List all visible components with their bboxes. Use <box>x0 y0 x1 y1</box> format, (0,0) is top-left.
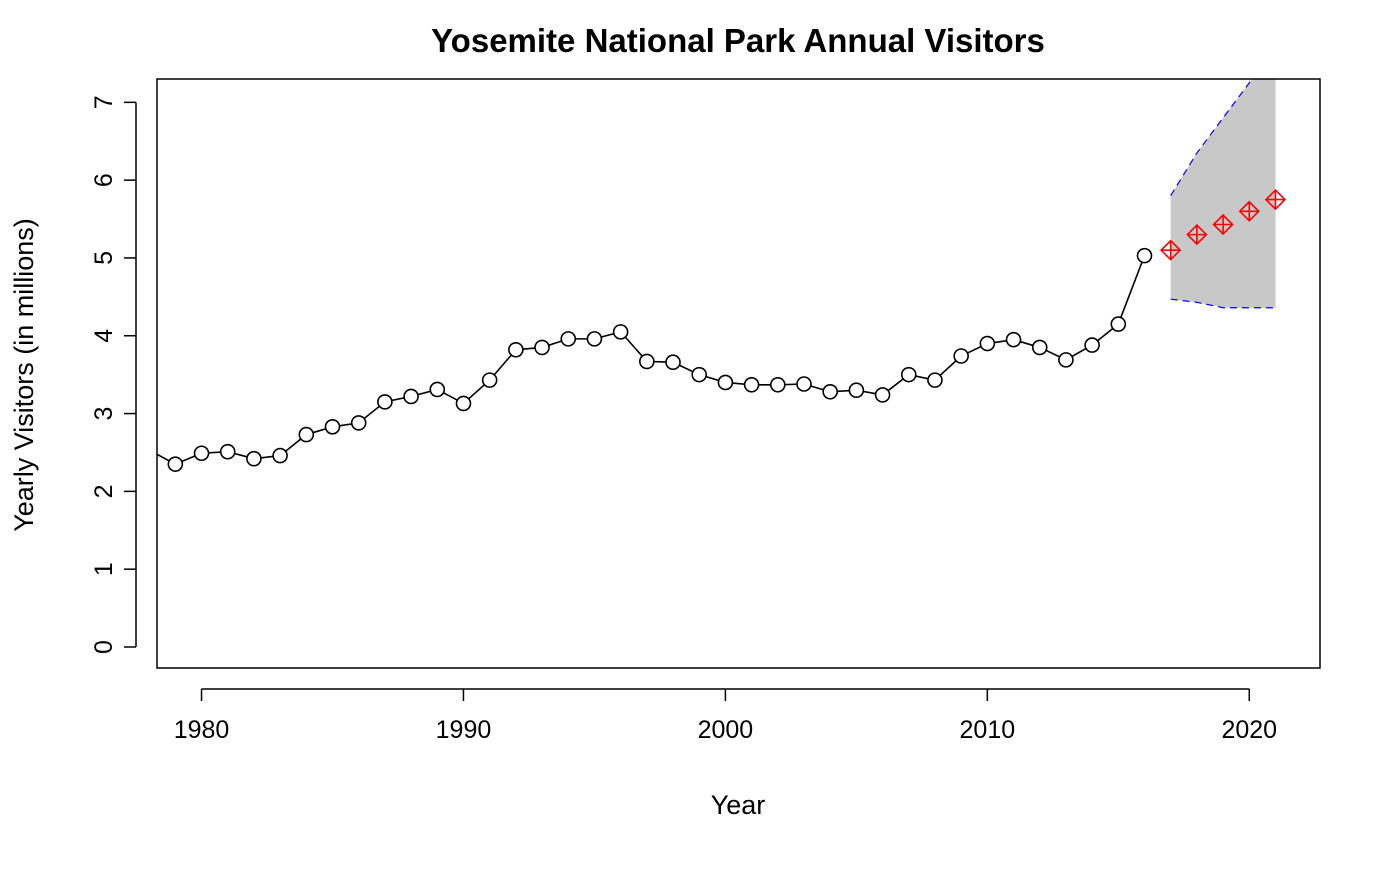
interval-lower-bound-line <box>1170 298 1276 309</box>
observed-point <box>298 426 315 443</box>
plot-frame <box>156 78 1321 669</box>
observed-point <box>691 366 708 383</box>
observed-point <box>219 443 236 460</box>
observed-point <box>979 335 996 352</box>
observed-series-layer <box>157 247 1153 472</box>
x-axis-label: Year <box>711 790 766 820</box>
observed-point <box>612 324 629 340</box>
x-tick-label: 1990 <box>436 716 492 744</box>
x-tick-label: 1980 <box>174 716 230 744</box>
observed-point <box>1136 247 1153 264</box>
observed-point <box>377 394 393 410</box>
observed-point <box>639 353 655 370</box>
y-tick-label: 1 <box>90 562 118 576</box>
observed-point <box>272 447 288 464</box>
observed-point <box>900 366 917 383</box>
observed-point <box>193 445 210 462</box>
y-tick-label: 4 <box>90 329 118 343</box>
prediction-interval-band <box>1170 79 1276 308</box>
observed-point <box>455 395 472 412</box>
observed-point <box>743 376 760 393</box>
observed-point <box>927 372 943 388</box>
forecast-point <box>1186 223 1208 246</box>
observed-point <box>953 348 969 364</box>
prediction-interval-layer <box>1170 79 1276 309</box>
y-tick-label: 0 <box>90 640 118 654</box>
x-axis: 1980 1990 2000 2010 2020 <box>174 688 1277 744</box>
observed-point <box>429 381 446 398</box>
observed-point <box>403 388 419 405</box>
observed-point <box>848 382 865 399</box>
observed-point <box>167 456 184 472</box>
y-tick-label: 6 <box>90 173 118 187</box>
observed-point <box>769 376 786 393</box>
observed-point <box>822 383 838 400</box>
x-tick-label: 2020 <box>1221 716 1277 744</box>
forecast-point <box>1238 200 1260 222</box>
observed-point <box>350 415 367 431</box>
observed-point <box>1110 316 1127 332</box>
observed-point <box>324 418 341 435</box>
observed-point <box>1005 331 1022 348</box>
x-tick-label: 2010 <box>960 716 1016 744</box>
y-tick-label: 7 <box>90 95 118 109</box>
y-tick-label: 5 <box>90 251 118 265</box>
observed-point <box>1084 337 1100 353</box>
chart-title: Yosemite National Park Annual Visitors <box>431 22 1045 59</box>
observed-point <box>481 372 498 388</box>
y-tick-label: 2 <box>90 484 118 498</box>
y-tick-label: 3 <box>90 407 118 421</box>
forecast-point <box>1160 239 1182 261</box>
observed-point <box>796 376 812 392</box>
observed-point <box>665 354 681 371</box>
y-axis: 0 1 2 3 4 5 6 7 <box>90 95 137 654</box>
observed-point <box>560 331 577 347</box>
observed-point <box>534 339 550 356</box>
observed-point <box>586 331 603 347</box>
y-axis-label: Yearly Visitors (in millions) <box>9 218 39 532</box>
forecast-point <box>1212 213 1234 236</box>
observed-point <box>874 387 891 403</box>
observed-point <box>508 341 524 358</box>
forecast-point <box>1264 188 1287 211</box>
observed-point <box>1031 339 1048 356</box>
x-tick-label: 2000 <box>698 716 754 744</box>
observed-point <box>717 374 734 391</box>
observed-point <box>246 450 262 467</box>
forecast-series-layer <box>1160 188 1287 261</box>
observed-point <box>1058 352 1074 368</box>
